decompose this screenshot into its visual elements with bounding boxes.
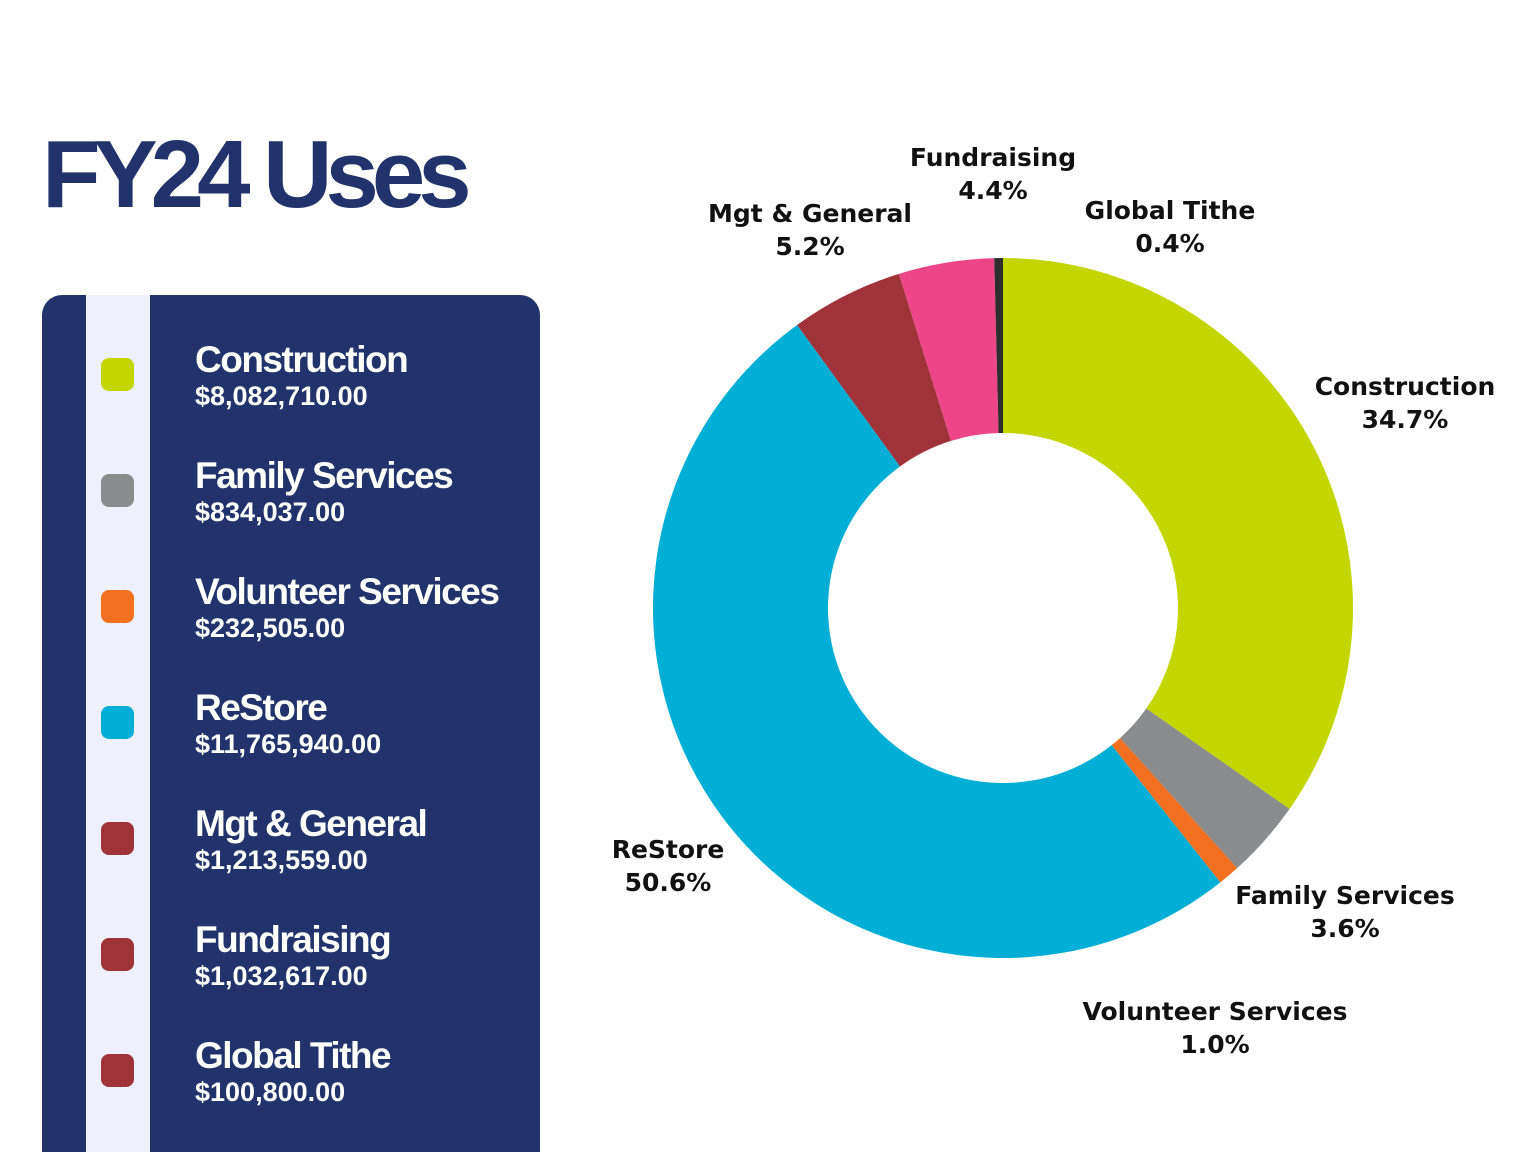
legend-amount: $834,037.00 — [195, 497, 345, 527]
legend-swatch — [101, 938, 134, 971]
slice-value: 50.6% — [625, 868, 712, 897]
legend-swatch — [101, 358, 134, 391]
slice-category: Volunteer Services — [1082, 997, 1347, 1026]
slice-value: 5.2% — [775, 232, 844, 261]
legend-amount: $100,800.00 — [195, 1077, 345, 1107]
slice-value: 0.4% — [1135, 229, 1204, 258]
legend-swatch — [101, 474, 134, 507]
legend-name: ReStore — [195, 687, 327, 728]
slice-category: Family Services — [1235, 881, 1454, 910]
legend-swatch — [101, 590, 134, 623]
legend-swatch — [101, 1054, 134, 1087]
slice-category: Global Tithe — [1085, 196, 1256, 225]
slice-category: Construction — [1315, 372, 1496, 401]
donut-chart: Construction 34.7% Family Services 3.6% Volu… — [612, 143, 1496, 1059]
slice-value: 3.6% — [1310, 914, 1379, 943]
slice-value: 4.4% — [958, 176, 1027, 205]
slice-value: 1.0% — [1180, 1030, 1249, 1059]
legend-name: Global Tithe — [195, 1035, 391, 1076]
slice-value: 34.7% — [1362, 405, 1449, 434]
legend-amount: $8,082,710.00 — [195, 381, 368, 411]
legend-name: Construction — [195, 339, 407, 380]
legend-name: Family Services — [195, 455, 453, 496]
donut-slice — [653, 324, 1221, 958]
legend-amount: $232,505.00 — [195, 613, 345, 643]
legend-name: Fundraising — [195, 919, 390, 960]
slice-category: Mgt & General — [708, 199, 912, 228]
donut-slice — [1003, 258, 1354, 809]
legend-swatch — [101, 822, 134, 855]
donut-slice — [898, 258, 999, 441]
legend: Construction$8,082,710.00 Family Services… — [101, 339, 501, 1107]
donut-slice — [1120, 708, 1290, 869]
legend-amount: $1,032,617.00 — [195, 961, 368, 991]
legend-name: Volunteer Services — [195, 571, 499, 612]
legend-swatch — [101, 706, 134, 739]
donut-slice — [994, 258, 1003, 434]
slice-category: ReStore — [612, 835, 725, 864]
chart-title: FY24 Uses — [42, 121, 468, 228]
donut-slice — [1111, 738, 1238, 883]
slice-category: Fundraising — [910, 143, 1076, 172]
legend-amount: $11,765,940.00 — [195, 729, 381, 759]
legend-name: Mgt & General — [195, 803, 426, 844]
legend-panel — [42, 295, 540, 1152]
donut-slice — [797, 273, 951, 467]
legend-amount: $1,213,559.00 — [195, 845, 368, 875]
